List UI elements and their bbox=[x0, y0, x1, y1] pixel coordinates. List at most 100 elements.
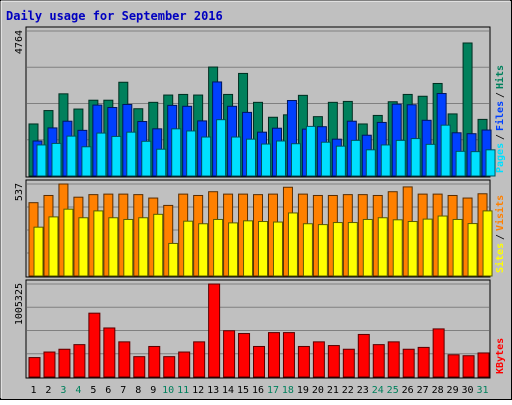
bar-kbytes-26 bbox=[402, 348, 415, 378]
legend-item-pages: Pages bbox=[495, 143, 506, 173]
bar-kbytes-15 bbox=[238, 333, 251, 378]
x-tick-label-22: 22 bbox=[342, 385, 354, 396]
legend-item-files: Files bbox=[494, 101, 506, 131]
x-tick-label-25: 25 bbox=[387, 385, 399, 396]
bar-pages-19 bbox=[305, 125, 316, 177]
x-tick-label-20: 20 bbox=[312, 385, 324, 396]
bar-kbytes-21 bbox=[327, 345, 340, 378]
bar-kbytes-22 bbox=[342, 348, 355, 378]
bar-sites-18 bbox=[287, 212, 298, 277]
x-tick-label-4: 4 bbox=[75, 385, 81, 396]
bar-kbytes-27 bbox=[417, 346, 430, 378]
panel-hits-files-pages: 4764 Pages / Files / Hits bbox=[14, 26, 506, 178]
legend-kbytes: KBytes bbox=[495, 338, 506, 374]
bar-sites-11 bbox=[183, 220, 194, 277]
x-tick-label-8: 8 bbox=[135, 385, 141, 396]
x-tick-label-26: 26 bbox=[402, 385, 414, 396]
bar-kbytes-12 bbox=[193, 341, 206, 378]
bar-sites-28 bbox=[437, 215, 448, 277]
x-tick-label-13: 13 bbox=[207, 385, 219, 396]
x-tick-label-28: 28 bbox=[432, 385, 444, 396]
bar-pages-22 bbox=[350, 139, 361, 177]
bar-kbytes-19 bbox=[297, 345, 310, 378]
bar-sites-9 bbox=[153, 213, 164, 277]
bar-sites-8 bbox=[138, 217, 149, 277]
x-tick-label-31: 31 bbox=[476, 385, 488, 396]
bar-pages-24 bbox=[380, 144, 391, 177]
bar-kbytes-28 bbox=[432, 328, 445, 378]
x-tick-label-29: 29 bbox=[447, 385, 459, 396]
bar-pages-15 bbox=[246, 138, 257, 177]
bar-pages-5 bbox=[96, 132, 107, 177]
panel-visits-sites: 537 Sites / Visits bbox=[14, 179, 506, 278]
bar-sites-23 bbox=[362, 218, 373, 277]
bar-kbytes-23 bbox=[357, 333, 370, 378]
legend-hits-files-pages: Pages / Files / Hits bbox=[494, 65, 506, 173]
x-tick-label-19: 19 bbox=[297, 385, 309, 396]
bar-sites-19 bbox=[302, 223, 313, 277]
bar-pages-26 bbox=[410, 138, 421, 177]
panel-max-label: 1005325 bbox=[14, 283, 25, 325]
bar-kbytes-10 bbox=[163, 356, 176, 378]
x-tick-label-6: 6 bbox=[105, 385, 111, 396]
bar-pages-8 bbox=[141, 140, 152, 177]
x-tick-label-24: 24 bbox=[372, 385, 384, 396]
bar-sites-31 bbox=[482, 210, 493, 277]
x-tick-label-2: 2 bbox=[45, 385, 51, 396]
x-tick-label-17: 17 bbox=[267, 385, 279, 396]
panel-max-label: 537 bbox=[14, 183, 25, 201]
bar-pages-7 bbox=[126, 131, 137, 177]
bar-sites-4 bbox=[78, 217, 89, 277]
bar-kbytes-20 bbox=[312, 341, 325, 378]
bar-sites-27 bbox=[422, 218, 433, 277]
x-tick-label-12: 12 bbox=[192, 385, 204, 396]
bar-kbytes-18 bbox=[282, 332, 295, 378]
bar-sites-5 bbox=[93, 210, 104, 277]
bar-kbytes-24 bbox=[372, 344, 385, 378]
bar-kbytes-9 bbox=[148, 345, 161, 378]
bar-pages-29 bbox=[455, 150, 466, 177]
bar-pages-4 bbox=[81, 146, 92, 177]
x-tick-label-10: 10 bbox=[162, 385, 174, 396]
x-tick-label-5: 5 bbox=[90, 385, 96, 396]
bar-kbytes-7 bbox=[118, 341, 131, 378]
bar-pages-11 bbox=[186, 130, 197, 177]
bar-sites-6 bbox=[108, 217, 119, 277]
x-tick-label-18: 18 bbox=[282, 385, 294, 396]
legend-item-visits: Visits bbox=[494, 195, 506, 231]
bar-pages-20 bbox=[320, 141, 331, 177]
bar-kbytes-1 bbox=[28, 357, 41, 378]
legend-separator: / bbox=[495, 92, 506, 98]
bar-sites-10 bbox=[168, 242, 179, 277]
bar-kbytes-30 bbox=[462, 355, 475, 378]
legend-separator: / bbox=[495, 234, 506, 240]
bar-pages-10 bbox=[171, 128, 182, 177]
bar-sites-13 bbox=[213, 218, 224, 277]
bar-pages-3 bbox=[66, 135, 77, 177]
bar-sites-25 bbox=[392, 219, 403, 277]
bar-pages-16 bbox=[261, 143, 272, 177]
bar-sites-24 bbox=[377, 217, 388, 277]
bar-sites-2 bbox=[48, 216, 59, 277]
bar-kbytes-31 bbox=[477, 352, 490, 378]
x-tick-label-7: 7 bbox=[120, 385, 126, 396]
bar-sites-30 bbox=[467, 223, 478, 277]
bar-kbytes-16 bbox=[253, 345, 266, 378]
bar-kbytes-17 bbox=[267, 332, 280, 378]
bar-kbytes-3 bbox=[58, 348, 71, 378]
bar-pages-2 bbox=[51, 142, 62, 177]
bar-sites-17 bbox=[272, 221, 283, 277]
bar-kbytes-4 bbox=[73, 344, 86, 378]
x-tick-label-1: 1 bbox=[30, 385, 36, 396]
x-tick-label-9: 9 bbox=[150, 385, 156, 396]
bar-kbytes-11 bbox=[178, 351, 191, 378]
bar-kbytes-5 bbox=[88, 312, 101, 378]
bar-pages-27 bbox=[425, 143, 436, 177]
bar-sites-21 bbox=[332, 222, 343, 277]
panels-layer: 4764 Pages / Files / Hits 537 Sites / Visits 10053… bbox=[14, 26, 506, 379]
bar-sites-14 bbox=[228, 222, 239, 277]
bar-kbytes-25 bbox=[387, 341, 400, 378]
series-pages bbox=[36, 119, 496, 177]
legend-item-kbytes: KBytes bbox=[495, 338, 506, 374]
